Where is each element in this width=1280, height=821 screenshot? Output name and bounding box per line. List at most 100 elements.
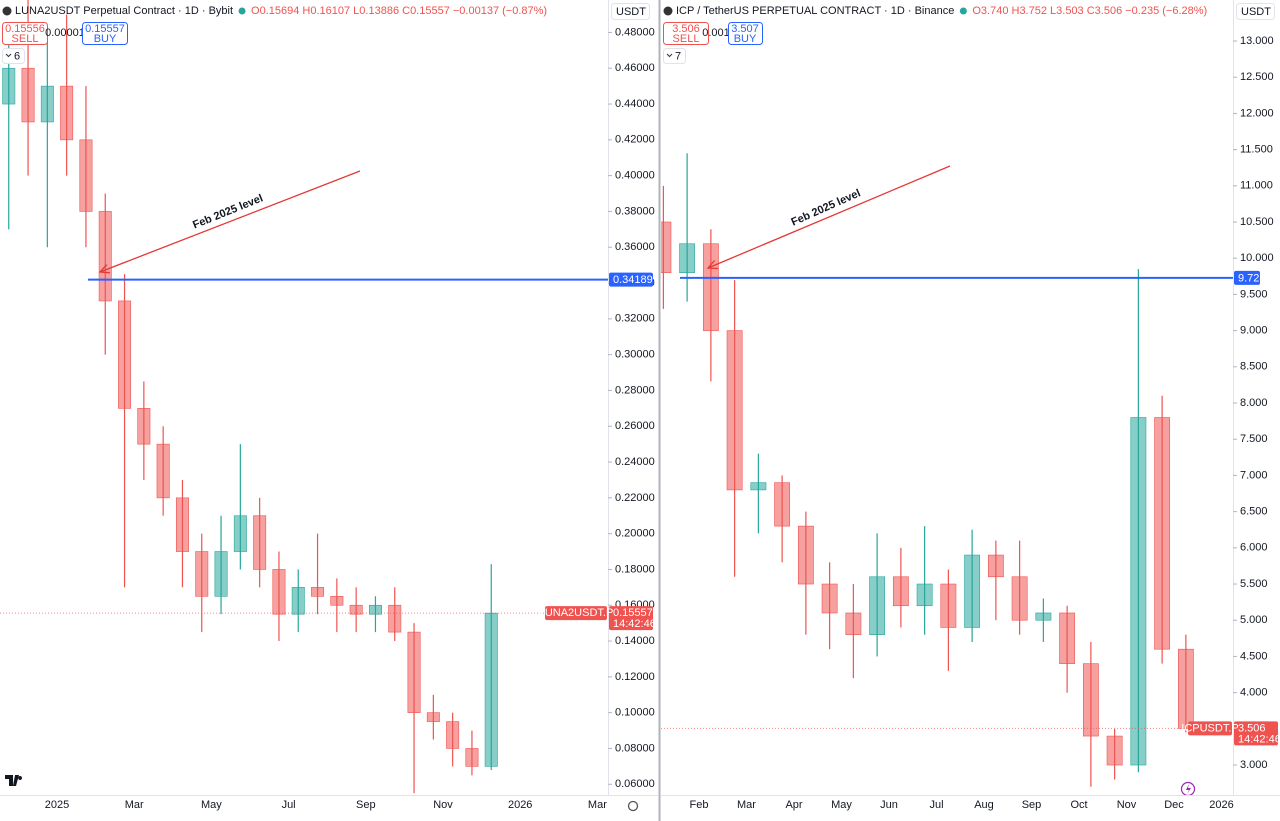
y-tick-label: 0.30000 <box>615 349 655 361</box>
indicator-toggle[interactable] <box>2 48 25 64</box>
candle-body <box>426 712 440 722</box>
candle-body <box>679 243 696 274</box>
y-tick-label: 0.42000 <box>615 134 655 146</box>
symbol-box <box>545 606 607 621</box>
last-price-box <box>1234 721 1278 746</box>
y-tick-label: 0.46000 <box>615 62 655 74</box>
last-price-label: 3.506 <box>1238 722 1266 734</box>
currency-button[interactable] <box>1236 3 1275 20</box>
candle-body <box>940 583 957 628</box>
candle-body <box>291 587 305 615</box>
chevron <box>5 53 12 58</box>
y-tick-label: 0.40000 <box>615 170 655 182</box>
ohlc-values: O3.740 H3.752 L3.503 C3.506 −0.235 (−6.2… <box>972 5 1207 17</box>
level-label-box <box>1234 270 1260 285</box>
candle-body <box>368 604 382 615</box>
x-tick-label: Mar <box>125 799 144 811</box>
symbol-icon <box>2 6 12 16</box>
y-tick-label: 4.500 <box>1240 650 1268 662</box>
x-tick-label: Mar <box>588 799 607 811</box>
candle-body <box>1082 663 1099 737</box>
y-tick-label: 11.500 <box>1240 144 1273 156</box>
x-tick-label: Nov <box>1117 799 1137 811</box>
candle-body <box>156 443 170 499</box>
x-tick-label: Oct <box>1070 799 1087 811</box>
y-tick-label: 5.500 <box>1240 578 1268 590</box>
y-tick-label: 12.500 <box>1240 71 1274 83</box>
level-label-box <box>609 272 653 287</box>
y-tick-label: 0.36000 <box>615 241 655 253</box>
y-tick-label: 0.48000 <box>615 26 655 38</box>
candle-body <box>661 221 672 274</box>
buy-label: BUY <box>734 33 757 45</box>
candle-body <box>60 85 74 141</box>
candle-body <box>311 587 325 597</box>
y-tick-label: 13.000 <box>1240 35 1274 47</box>
candle-body <box>1130 417 1147 766</box>
buy-price: 3.507 <box>731 23 759 35</box>
symbol-icon <box>663 6 673 16</box>
spread: 0.00001 <box>45 27 85 39</box>
y-tick-label: 4.000 <box>1240 687 1268 699</box>
y-tick-label: 0.44000 <box>615 98 655 110</box>
buy-button[interactable] <box>728 22 763 45</box>
y-tick-label: 9.000 <box>1240 325 1268 337</box>
x-tick-label: Aug <box>974 799 994 811</box>
y-tick-label: 3.000 <box>1240 759 1268 771</box>
chart-title: ICP / TetherUS PERPETUAL CONTRACT · 1D ·… <box>676 5 954 17</box>
settings-icon[interactable] <box>627 800 639 812</box>
candle-body <box>774 482 791 527</box>
countdown: 14:42:46 <box>613 618 656 630</box>
candle-body <box>821 583 838 614</box>
x-tick-label: Nov <box>433 799 453 811</box>
currency: USDT <box>616 6 646 18</box>
y-tick-label: 0.08000 <box>615 742 655 754</box>
candle-body <box>1177 648 1194 729</box>
last-price-box <box>609 606 653 631</box>
x-tick-label: Jul <box>929 799 943 811</box>
x-tick-label: 2026 <box>508 799 532 811</box>
candle-body <box>465 748 479 767</box>
candle-body <box>702 243 719 331</box>
x-tick-label: Jul <box>282 799 296 811</box>
x-tick-label: Sep <box>1022 799 1042 811</box>
plot-area <box>661 153 1194 787</box>
x-tick-label: Apr <box>785 799 802 811</box>
candle-body <box>1011 576 1028 621</box>
x-tick-label: Dec <box>1164 799 1184 811</box>
y-tick-label: 0.32000 <box>615 313 655 325</box>
indicator-count: 6 <box>14 50 20 62</box>
currency-button[interactable] <box>611 3 650 20</box>
candle-body <box>484 612 498 767</box>
candle-body <box>330 596 344 606</box>
x-tick-label: 2025 <box>45 799 69 811</box>
candle-body <box>253 515 267 570</box>
y-tick-label: 7.000 <box>1240 469 1268 481</box>
candle-body <box>1059 612 1076 664</box>
x-tick-label: Jun <box>880 799 898 811</box>
y-tick-label: 0.10000 <box>615 707 655 719</box>
candle-body <box>892 576 909 607</box>
candle-body <box>118 300 132 409</box>
buy-button[interactable] <box>82 22 128 45</box>
buy-price: 0.15557 <box>85 23 125 35</box>
candle-body <box>137 408 151 445</box>
annotation-arrowhead <box>98 264 111 274</box>
y-tick-label: 6.000 <box>1240 542 1268 554</box>
y-tick-label: 8.000 <box>1240 397 1268 409</box>
candle-body <box>233 515 247 552</box>
y-tick-label: 0.28000 <box>615 384 655 396</box>
level-label: 9.728 <box>1238 272 1266 284</box>
x-tick-label: Sep <box>356 799 376 811</box>
y-tick-label: 0.18000 <box>615 563 655 575</box>
y-tick-label: 5.000 <box>1240 614 1268 626</box>
tv-logo <box>5 775 23 786</box>
sell-button[interactable] <box>663 22 709 45</box>
sell-button[interactable] <box>2 22 48 45</box>
candle-body <box>916 583 933 607</box>
indicator-toggle[interactable] <box>663 48 686 64</box>
y-tick-label: 9.500 <box>1240 288 1268 300</box>
candle-body <box>845 612 862 636</box>
symbol-label: LUNA2USDT.P <box>539 607 614 619</box>
